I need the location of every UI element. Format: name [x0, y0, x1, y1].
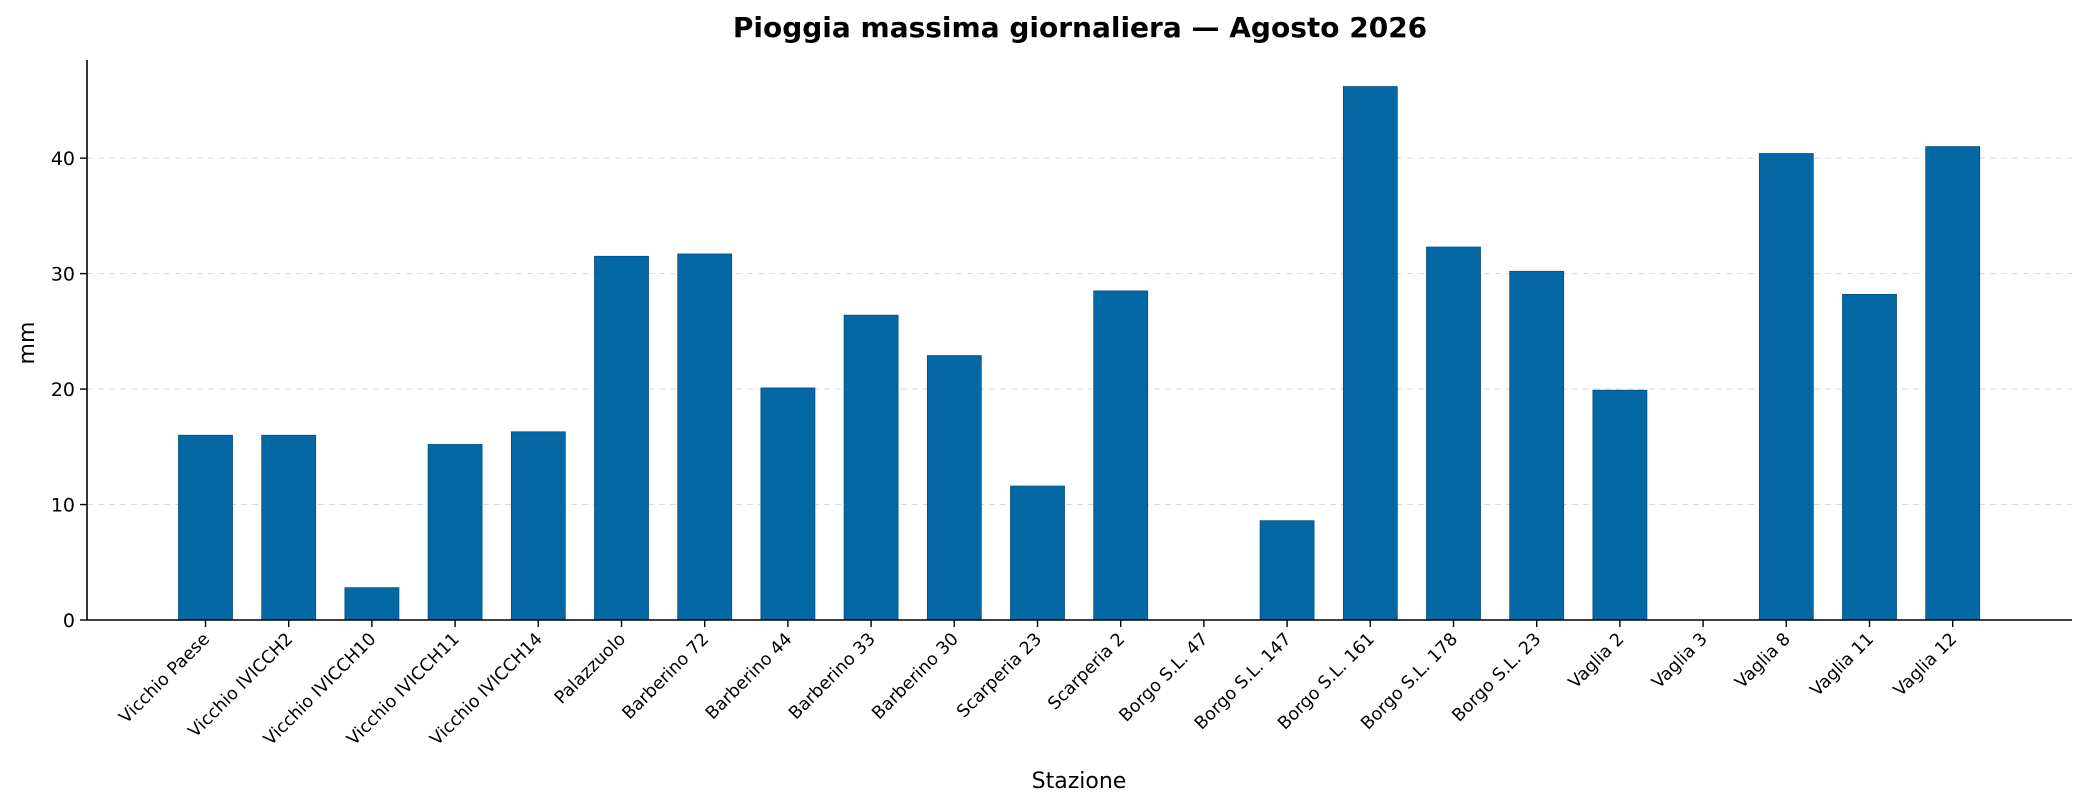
bars — [178, 86, 1981, 621]
x-tick-label: Vaglia 8 — [1731, 629, 1794, 692]
bar — [594, 255, 649, 621]
x-tick-label: Barberino 44 — [702, 629, 796, 723]
y-axis-label: mm — [15, 322, 40, 365]
bar — [1842, 293, 1897, 621]
bar — [261, 434, 317, 621]
bar — [1426, 246, 1481, 621]
bar — [1010, 485, 1065, 621]
bar — [1758, 153, 1814, 621]
bar — [1925, 146, 1981, 621]
bar — [344, 587, 400, 621]
x-tick-label: Barberino 33 — [785, 629, 879, 723]
bar — [1342, 86, 1398, 621]
x-tick-label: Borgo S.L. 23 — [1449, 629, 1546, 726]
bar — [1509, 270, 1565, 621]
bar — [760, 387, 816, 621]
bar — [1592, 389, 1648, 621]
gridlines — [87, 157, 2072, 506]
y-ticks: 0 10 20 30 40 — [51, 148, 87, 632]
x-tick-label: Vaglia 3 — [1648, 629, 1711, 692]
bar — [427, 444, 483, 621]
x-tick-label: Scarperia 2 — [1044, 629, 1129, 714]
y-tick-label: 40 — [51, 148, 75, 170]
chart-title: Pioggia massima giornaliera — Agosto 202… — [733, 11, 1427, 44]
x-axis-label: Stazione — [1032, 769, 1127, 794]
x-tick-label: Vaglia 2 — [1565, 629, 1628, 692]
y-tick-label: 10 — [51, 495, 75, 517]
x-tick-label: Scarperia 23 — [953, 629, 1046, 722]
y-tick-label: 0 — [63, 610, 75, 632]
bar — [1259, 520, 1315, 621]
x-tick-label: Barberino 30 — [868, 629, 962, 723]
x-tick-label: Palazzuolo — [551, 629, 630, 708]
x-tick-label: Barberino 72 — [619, 629, 713, 723]
bar — [178, 434, 233, 621]
bar — [677, 253, 733, 621]
bar — [843, 314, 899, 621]
y-tick-label: 20 — [51, 379, 75, 401]
x-tick-label: Vaglia 12 — [1890, 629, 1961, 700]
bar — [926, 355, 982, 621]
x-tick-label: Vaglia 11 — [1807, 629, 1878, 700]
bar — [510, 431, 566, 621]
y-tick-label: 30 — [51, 264, 75, 286]
bar — [1093, 290, 1149, 621]
